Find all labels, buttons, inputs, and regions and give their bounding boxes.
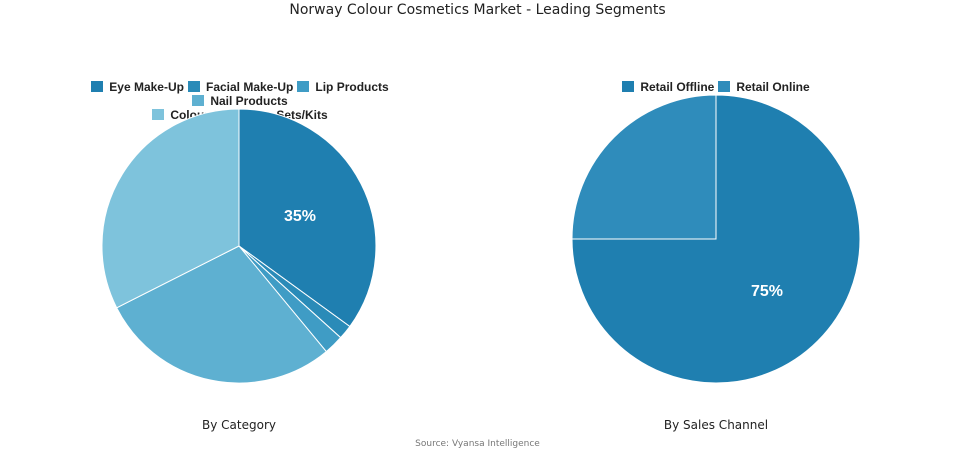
legend-item-retail-offline[interactable]: Retail Offline — [622, 80, 714, 94]
legend-item-nail-products[interactable]: Nail Products — [192, 94, 288, 108]
chart-title: Norway Colour Cosmetics Market - Leading… — [289, 2, 666, 18]
channel-pie: 75% — [571, 94, 861, 384]
legend-item-retail-online[interactable]: Retail Online — [718, 80, 810, 94]
channel-subtitle: By Sales Channel — [663, 418, 769, 432]
legend-item-eye-make-up[interactable]: Eye Make-Up — [91, 80, 184, 94]
slice-eye-make-up — [238, 108, 377, 328]
legend-item-facial-make-up[interactable]: Facial Make-Up — [187, 80, 293, 94]
slice-retail-offline — [571, 94, 861, 384]
legend-item-lip-products[interactable]: Lip Products — [297, 80, 389, 94]
svg-text:75%: 75% — [751, 283, 783, 300]
category-pie: 35% — [101, 108, 377, 384]
slice-retail-online — [571, 94, 717, 240]
slice-sets-kits — [101, 108, 240, 309]
source-note: Source: Vyansa Intelligence — [415, 439, 540, 449]
slice-nail-products — [116, 245, 328, 384]
svg-text:35%: 35% — [284, 208, 316, 225]
channel-legend: Retail Offline Retail Online — [566, 80, 866, 94]
category-subtitle: By Category — [202, 418, 276, 432]
